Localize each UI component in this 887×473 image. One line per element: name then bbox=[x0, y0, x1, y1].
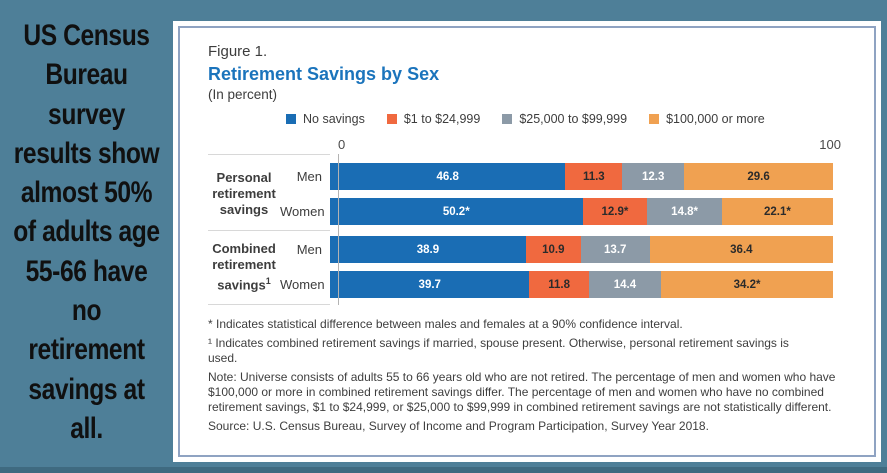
legend-swatch-icon bbox=[502, 114, 513, 124]
bar-segment: 38.9 bbox=[330, 236, 526, 263]
bar-group: Combined retirement savings1 Men 38.9 10.9 1… bbox=[208, 236, 854, 298]
legend-item: No savings bbox=[286, 112, 365, 126]
bar-row: Women 50.2* 12.9* 14.8* 22.1* bbox=[280, 198, 833, 225]
bar-value: 29.6 bbox=[747, 170, 770, 183]
stacked-bar: 38.9 10.9 13.7 36.4 bbox=[330, 236, 833, 263]
group-rows: Men 38.9 10.9 13.7 36.4 Women 39.7 11.8 14.4 34.2… bbox=[280, 236, 833, 298]
stacked-bar: 50.2* 12.9* 14.8* 22.1* bbox=[330, 198, 833, 225]
axis-tick-max: 100 bbox=[819, 137, 841, 152]
footnotes: * Indicates statistical difference betwe… bbox=[208, 317, 854, 434]
chart: 0 100 Personal retirement savings Men 46.8… bbox=[208, 135, 854, 305]
group-rows: Men 46.8 11.3 12.3 29.6 Women 50.2* 12.9* 14.8* 2… bbox=[280, 163, 834, 225]
legend-label: $25,000 to $99,999 bbox=[519, 112, 628, 126]
legend-label: $100,000 or more bbox=[666, 112, 765, 126]
legend-item: $1 to $24,999 bbox=[386, 112, 481, 126]
row-label: Women bbox=[280, 277, 325, 292]
separator bbox=[208, 304, 330, 305]
bar-value: 39.7 bbox=[418, 278, 441, 291]
row-label: Men bbox=[296, 242, 322, 257]
row-label: Men bbox=[296, 169, 322, 184]
row-label: Women bbox=[280, 204, 325, 219]
separator bbox=[208, 230, 330, 231]
plot-area: Personal retirement savings Men 46.8 11.3 12… bbox=[208, 154, 854, 305]
group-label: Personal retirement savings bbox=[212, 170, 276, 217]
bar-row: Men 46.8 11.3 12.3 29.6 bbox=[280, 163, 834, 190]
caption-text: US Census Bureau survey results show alm… bbox=[13, 19, 160, 445]
axis-tick-min: 0 bbox=[338, 137, 346, 152]
axis-line bbox=[338, 154, 339, 305]
bar-segment: 12.3 bbox=[622, 163, 685, 190]
bar-value: 12.3 bbox=[641, 170, 665, 183]
figure-label: Figure 1. bbox=[208, 43, 268, 60]
bar-segment: 39.7 bbox=[330, 271, 530, 298]
bar-segment: 46.8 bbox=[330, 163, 566, 190]
figure-subtitle: (In percent) bbox=[208, 87, 278, 102]
bar-segment: 13.7 bbox=[580, 236, 650, 263]
bar-segment: 11.8 bbox=[529, 271, 589, 298]
bar-segment: 12.9* bbox=[582, 198, 648, 225]
bar-value: 12.9* bbox=[601, 205, 629, 218]
separator bbox=[208, 154, 330, 155]
legend: No savings $1 to $24,999 $25,000 to $99,99… bbox=[286, 111, 854, 127]
group-label: Combined retirement savings1 bbox=[212, 240, 276, 293]
bar-value: 14.4 bbox=[613, 278, 637, 291]
legend-swatch-icon bbox=[649, 114, 660, 124]
figure-title: Retirement Savings by Sex bbox=[208, 64, 440, 84]
figure-panel: Figure 1. Retirement Savings by Sex (In … bbox=[173, 21, 881, 462]
legend-label: No savings bbox=[303, 112, 365, 126]
bottom-edge-strip bbox=[0, 467, 887, 473]
bar-group: Personal retirement savings Men 46.8 11.3 12… bbox=[208, 163, 854, 225]
legend-item: $100,000 or more bbox=[649, 112, 765, 126]
figure-panel-inner: Figure 1. Retirement Savings by Sex (In … bbox=[178, 26, 876, 457]
footnote: Source: U.S. Census Bureau, Survey of In… bbox=[208, 419, 709, 433]
bar-value: 34.2* bbox=[733, 278, 761, 291]
legend-item: $25,000 to $99,999 bbox=[502, 112, 627, 126]
x-axis: 0 100 bbox=[338, 135, 841, 152]
legend-swatch-icon bbox=[386, 114, 397, 124]
bar-segment: 50.2* bbox=[330, 198, 583, 225]
bar-value: 38.9 bbox=[416, 243, 440, 256]
bar-segment: 29.6 bbox=[684, 163, 834, 190]
bar-value: 14.8* bbox=[671, 205, 699, 218]
footnote: * Indicates statistical difference betwe… bbox=[208, 317, 683, 331]
group-label-superscript: 1 bbox=[265, 275, 271, 286]
bar-segment: 10.9 bbox=[525, 236, 581, 263]
bar-segment: 36.4 bbox=[649, 236, 833, 263]
bar-value: 22.1* bbox=[763, 205, 791, 218]
footnote: ¹ Indicates combined retirement savings … bbox=[208, 336, 789, 365]
caption-sidebar: US Census Bureau survey results show alm… bbox=[0, 0, 173, 467]
bar-segment: 22.1* bbox=[721, 198, 833, 225]
bar-segment: 14.4 bbox=[588, 271, 662, 298]
legend-swatch-icon bbox=[286, 114, 296, 124]
bar-value: 13.7 bbox=[604, 243, 627, 256]
footnote: Note: Universe consists of adults 55 to … bbox=[208, 370, 836, 414]
bar-value: 46.8 bbox=[436, 170, 459, 183]
bar-segment: 34.2* bbox=[661, 271, 833, 298]
stacked-bar: 39.7 11.8 14.4 34.2* bbox=[330, 271, 833, 298]
bar-value: 36.4 bbox=[730, 243, 753, 256]
bar-value: 11.3 bbox=[582, 170, 605, 183]
bar-value: 11.8 bbox=[548, 278, 570, 291]
bar-row: Women 39.7 11.8 14.4 34.2* bbox=[280, 271, 833, 298]
stacked-bar: 46.8 11.3 12.3 29.6 bbox=[330, 163, 834, 190]
legend-label: $1 to $24,999 bbox=[403, 112, 481, 126]
bar-row: Men 38.9 10.9 13.7 36.4 bbox=[280, 236, 833, 263]
bar-segment: 11.3 bbox=[565, 163, 623, 190]
bar-segment: 14.8* bbox=[647, 198, 722, 225]
bar-value: 10.9 bbox=[542, 243, 565, 256]
bar-value: 50.2* bbox=[442, 205, 470, 218]
